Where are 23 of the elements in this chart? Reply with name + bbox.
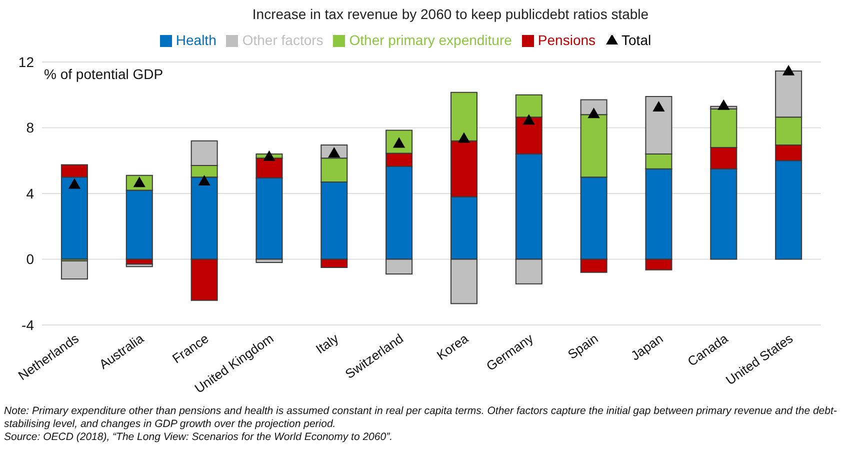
y-tick-label: 12: [18, 54, 34, 70]
chart-title: Increase in tax revenue by 2060 to keep publicdebt ratios stable: [251, 5, 650, 24]
point: [718, 99, 730, 110]
source-note: Source: OECD (2018), “The Long View: Scenarios for the World Economy to 2060”.: [4, 431, 394, 444]
y-tick-label: 0: [26, 251, 34, 268]
legend-label: Other primary expenditure: [349, 32, 512, 48]
point: [652, 101, 665, 112]
point: [198, 174, 210, 186]
point: [68, 178, 81, 189]
text: Note: Primary expenditure other than pensions and health is assumed constant in real per capita terms. Other factors capture the initial gap between primary revenue and the debt-stabilising level, and changes in GDP growth over the projection period.: [4, 405, 837, 431]
point: [263, 150, 276, 161]
y-tick-label: -4: [22, 316, 34, 333]
x-tick-label: Italy: [313, 330, 342, 357]
y-tick-label: 8: [26, 120, 34, 136]
point: [458, 132, 470, 143]
legend-label: Pensions: [538, 32, 596, 48]
y-axis-title: % of potential GDP: [44, 66, 164, 82]
legend-label: Other factors: [242, 32, 324, 48]
point: [782, 64, 795, 76]
legend-label: Total: [622, 32, 652, 48]
point: [522, 114, 535, 125]
legend-label: Health: [176, 32, 216, 48]
y-tick-label: 4: [26, 185, 34, 202]
